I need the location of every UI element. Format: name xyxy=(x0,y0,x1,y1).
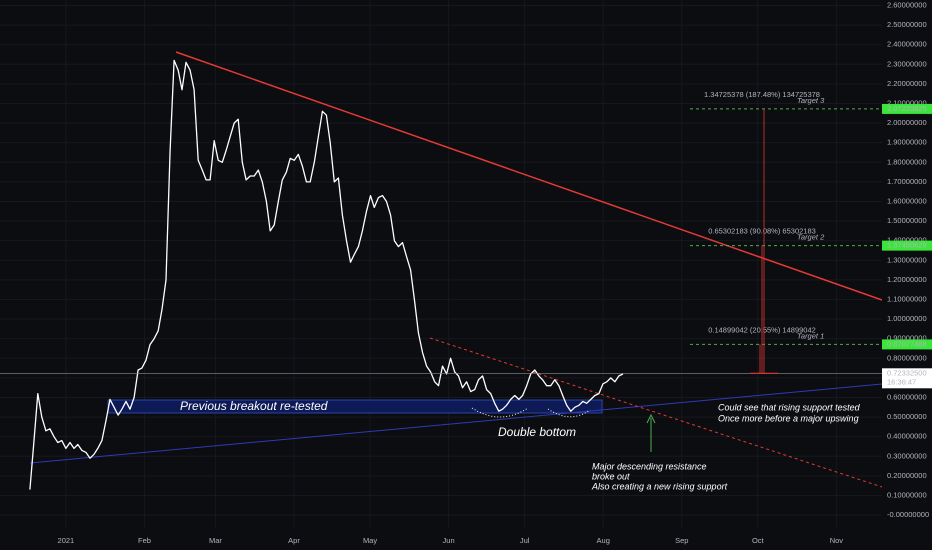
target-label: Target 3 xyxy=(797,96,825,105)
target-measure-label: 0.65302183 (90.08%) 65302183 xyxy=(708,227,816,236)
target-label: Target 1 xyxy=(797,331,824,340)
y-tick-label: 2.40000000 xyxy=(887,40,927,49)
last-price-box xyxy=(882,368,932,389)
target-price-label: 0.87077488 xyxy=(887,339,927,348)
target-measure-label: 1.34725378 (187.48%) 134725378 xyxy=(704,90,820,99)
annotation: Once more before a major upswing xyxy=(718,413,859,423)
annotation: Double bottom xyxy=(498,425,576,439)
y-tick-label: 1.40000000 xyxy=(887,236,927,245)
y-tick-label: 1.10000000 xyxy=(887,294,927,303)
y-tick-label: 2.30000000 xyxy=(887,59,927,68)
x-tick-label: Nov xyxy=(830,536,844,545)
x-tick-label: Jun xyxy=(443,536,455,545)
x-tick-label: Jul xyxy=(520,536,530,545)
x-tick-label: May xyxy=(363,536,377,545)
y-tick-label: 0.50000000 xyxy=(887,412,927,421)
y-tick-label: 0.60000000 xyxy=(887,392,927,401)
target-label: Target 2 xyxy=(797,233,825,242)
rising-support xyxy=(29,383,883,464)
target-price-label: 2.07220825 xyxy=(887,104,927,113)
y-tick-label: 2.50000000 xyxy=(887,20,927,29)
annotation: Previous breakout re-tested xyxy=(180,399,328,413)
y-tick-label: 1.70000000 xyxy=(887,177,927,186)
annotation: Major descending resistance xyxy=(592,461,707,471)
y-tick-label: 1.60000000 xyxy=(887,196,927,205)
x-tick-label: Feb xyxy=(138,536,151,545)
x-tick-label: Aug xyxy=(597,536,610,545)
y-tick-label: 1.50000000 xyxy=(887,216,927,225)
y-tick-label: 2.20000000 xyxy=(887,79,927,88)
y-tick-label: 2.00000000 xyxy=(887,118,927,127)
descending-resistance-dashed xyxy=(429,337,883,488)
x-tick-label: 2021 xyxy=(58,536,75,545)
y-tick-label: 0.30000000 xyxy=(887,451,927,460)
y-tick-label: 2.60000000 xyxy=(887,0,927,9)
last-price-label: 0.72332500 xyxy=(887,368,927,377)
axes: -0.00000000 0.10000000 0.20000000 0.3000000… xyxy=(58,0,932,545)
y-tick-label: 1.80000000 xyxy=(887,157,927,166)
target-price-label: 1.37480629 xyxy=(887,241,927,250)
price-line xyxy=(29,59,624,490)
x-tick-label: Oct xyxy=(752,536,765,545)
y-tick-label: 0.80000000 xyxy=(887,353,927,362)
annotation: Could see that rising support tested xyxy=(718,402,861,412)
x-tick-label: Sep xyxy=(675,536,688,545)
y-tick-label: 0.10000000 xyxy=(887,490,927,499)
y-tick-label: 1.20000000 xyxy=(887,275,927,284)
arrow-head xyxy=(646,413,656,424)
y-tick-label: 1.90000000 xyxy=(887,138,927,147)
countdown-label: 16:36:47 xyxy=(887,377,916,386)
y-tick-label: -0.00000000 xyxy=(887,510,929,519)
axis-panel xyxy=(882,0,932,550)
y-tick-label: 2.10000000 xyxy=(887,98,927,107)
bottom-arc xyxy=(471,407,529,418)
target-price-box xyxy=(882,103,932,114)
x-tick-label: Apr xyxy=(288,536,300,545)
y-tick-label: 1.00000000 xyxy=(887,314,927,323)
y-tick-label: 0.40000000 xyxy=(887,432,927,441)
y-tick-label: 1.30000000 xyxy=(887,255,927,264)
annotation: Also creating a new rising support xyxy=(591,481,728,491)
y-tick-label: 0.90000000 xyxy=(887,334,927,343)
target-price-box xyxy=(882,339,932,350)
annotation: broke out xyxy=(592,471,630,481)
x-tick-label: Mar xyxy=(209,536,222,545)
plot: Target 10.14899042 (20.55%) 14899042Targ… xyxy=(0,59,882,490)
target-price-box xyxy=(882,240,932,251)
y-tick-label: 0.20000000 xyxy=(887,471,927,480)
grid xyxy=(0,0,882,528)
